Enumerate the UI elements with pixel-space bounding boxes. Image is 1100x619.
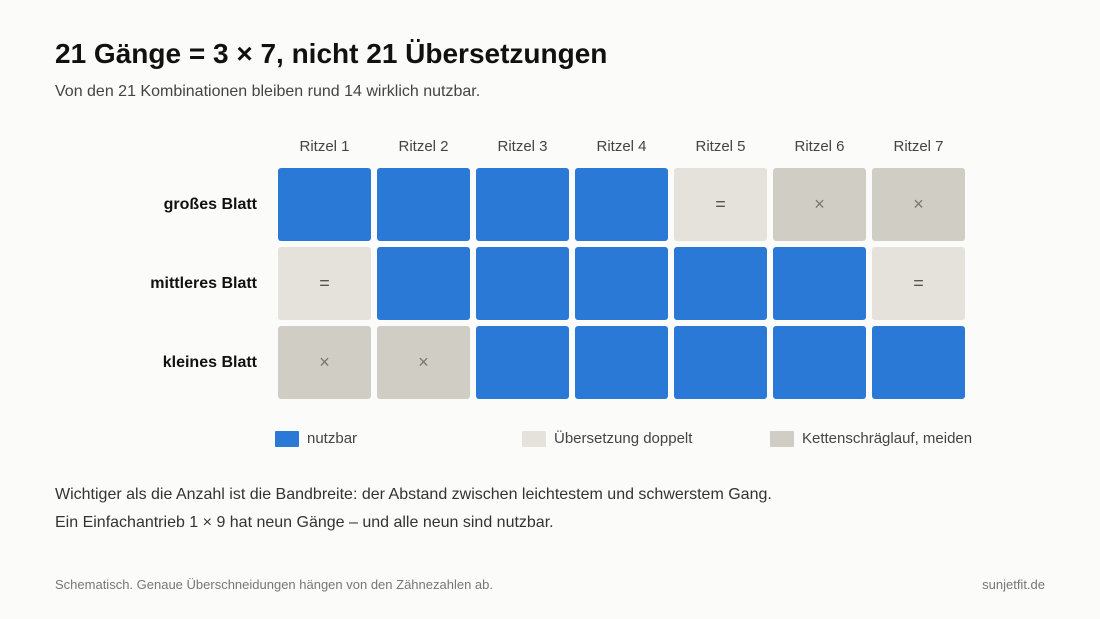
gear-cell-usable — [773, 247, 866, 320]
gear-cell-usable — [575, 168, 668, 241]
gear-cell-avoid: × — [872, 168, 965, 241]
gear-cell-usable — [674, 247, 767, 320]
legend-swatch-avoid — [770, 430, 794, 447]
gear-cell-usable — [278, 168, 371, 241]
gear-cell-usable — [773, 326, 866, 399]
row-label-2: mittleres Blatt — [150, 275, 257, 292]
gear-cell-avoid: × — [278, 326, 371, 399]
equals-icon: = — [319, 273, 330, 293]
gear-cell-avoid: × — [773, 168, 866, 241]
legend-item-duplicate: Übersetzung doppelt — [522, 430, 692, 447]
gear-cell-usable — [377, 247, 470, 320]
column-header-ritzel-2: Ritzel 2 — [398, 138, 449, 155]
equals-icon: = — [715, 194, 726, 214]
footer-disclaimer: Schematisch. Genaue Überschneidungen hän… — [55, 577, 493, 592]
footer-source: sunjetfit.de — [982, 577, 1045, 592]
column-header-ritzel-4: Ritzel 4 — [596, 138, 647, 155]
note-bandwidth: Wichtiger als die Anzahl ist die Bandbre… — [55, 486, 772, 503]
gear-cell-duplicate: = — [872, 247, 965, 320]
column-header-ritzel-7: Ritzel 7 — [893, 138, 944, 155]
legend-item-usable: nutzbar — [275, 430, 357, 447]
cross-icon: × — [814, 194, 825, 214]
cross-icon: × — [913, 194, 924, 214]
legend-swatch-usable — [275, 430, 299, 447]
page-subtitle: Von den 21 Kombinationen bleiben rund 14… — [55, 83, 481, 100]
row-label-3: kleines Blatt — [162, 354, 257, 371]
gear-cell-avoid: × — [377, 326, 470, 399]
column-header-ritzel-5: Ritzel 5 — [695, 138, 746, 155]
gear-cell-usable — [872, 326, 965, 399]
legend-label-duplicate: Übersetzung doppelt — [554, 430, 693, 447]
column-header-ritzel-6: Ritzel 6 — [794, 138, 845, 155]
legend-label-avoid: Kettenschräglauf, meiden — [802, 430, 973, 447]
cross-icon: × — [418, 352, 429, 372]
gear-cell-usable — [674, 326, 767, 399]
note-single-drive: Ein Einfachantrieb 1 × 9 hat neun Gänge … — [55, 514, 554, 531]
gear-cell-duplicate: = — [278, 247, 371, 320]
equals-icon: = — [913, 273, 924, 293]
gear-cell-usable — [476, 326, 569, 399]
gear-cell-usable — [575, 247, 668, 320]
column-header-ritzel-1: Ritzel 1 — [299, 138, 350, 155]
legend-item-avoid: Kettenschräglauf, meiden — [770, 430, 972, 447]
cross-icon: × — [319, 352, 330, 372]
gear-cell-duplicate: = — [674, 168, 767, 241]
gear-cell-usable — [476, 168, 569, 241]
page-title: 21 Gänge = 3 × 7, nicht 21 Übersetzungen — [55, 38, 608, 69]
legend-label-usable: nutzbar — [307, 430, 358, 447]
gear-cell-usable — [377, 168, 470, 241]
gear-cell-usable — [476, 247, 569, 320]
row-label-1: großes Blatt — [163, 196, 257, 213]
legend-swatch-duplicate — [522, 430, 546, 447]
gear-cell-usable — [575, 326, 668, 399]
column-header-ritzel-3: Ritzel 3 — [497, 138, 548, 155]
